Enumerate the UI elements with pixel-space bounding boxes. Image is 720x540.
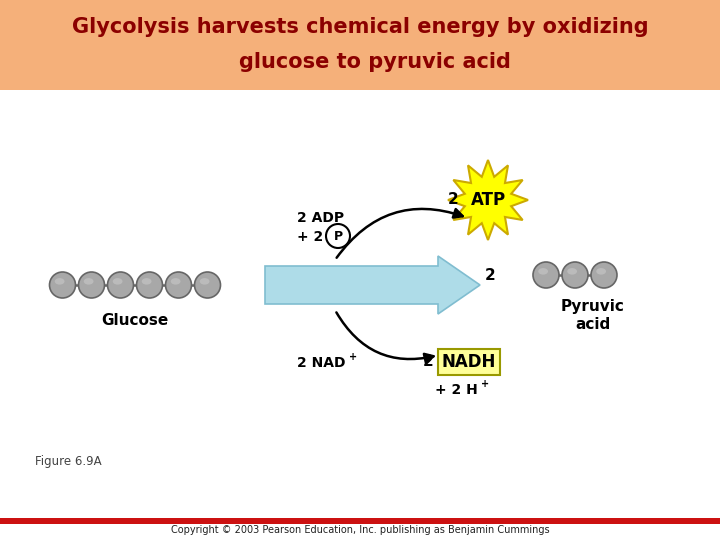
- Text: + 2: + 2: [297, 230, 323, 244]
- Text: glucose to pyruvic acid: glucose to pyruvic acid: [210, 52, 510, 72]
- Text: 2 NAD: 2 NAD: [297, 356, 346, 370]
- Bar: [0, 518, 720, 524]
- FancyArrow shape: [265, 256, 480, 314]
- Ellipse shape: [171, 278, 181, 285]
- Text: P: P: [333, 230, 343, 242]
- Ellipse shape: [107, 272, 133, 298]
- Ellipse shape: [166, 272, 192, 298]
- Circle shape: [326, 224, 350, 248]
- Text: Figure 6.9A: Figure 6.9A: [35, 456, 102, 469]
- Text: NADH: NADH: [442, 353, 496, 371]
- FancyBboxPatch shape: [438, 349, 500, 375]
- Ellipse shape: [55, 278, 65, 285]
- Ellipse shape: [78, 272, 104, 298]
- Text: 2 ADP: 2 ADP: [297, 211, 344, 225]
- Text: ATP: ATP: [470, 191, 505, 209]
- Ellipse shape: [137, 272, 163, 298]
- Ellipse shape: [567, 268, 577, 275]
- Text: 2: 2: [422, 354, 433, 369]
- Text: Glycolysis harvests chemical energy by oxidizing: Glycolysis harvests chemical energy by o…: [72, 17, 648, 37]
- Ellipse shape: [113, 278, 122, 285]
- Text: 2: 2: [448, 192, 459, 207]
- Ellipse shape: [591, 262, 617, 288]
- Ellipse shape: [50, 272, 76, 298]
- Ellipse shape: [539, 268, 548, 275]
- Text: Copyright © 2003 Pearson Education, Inc. publishing as Benjamin Cummings: Copyright © 2003 Pearson Education, Inc.…: [171, 525, 549, 535]
- Ellipse shape: [199, 278, 210, 285]
- Ellipse shape: [533, 262, 559, 288]
- Ellipse shape: [194, 272, 220, 298]
- Ellipse shape: [142, 278, 151, 285]
- Text: +: +: [349, 352, 357, 362]
- Text: Glucose: Glucose: [102, 313, 168, 328]
- Text: + 2 H: + 2 H: [435, 383, 478, 397]
- Text: 2: 2: [485, 267, 496, 282]
- Ellipse shape: [562, 262, 588, 288]
- Text: Pyruvic: Pyruvic: [561, 299, 625, 314]
- Ellipse shape: [84, 278, 94, 285]
- Text: acid: acid: [575, 317, 611, 332]
- Ellipse shape: [596, 268, 606, 275]
- Polygon shape: [448, 160, 528, 240]
- FancyArrowPatch shape: [336, 313, 433, 362]
- Bar: [0, 0, 720, 90]
- FancyArrowPatch shape: [337, 209, 463, 258]
- Text: +: +: [481, 379, 489, 389]
